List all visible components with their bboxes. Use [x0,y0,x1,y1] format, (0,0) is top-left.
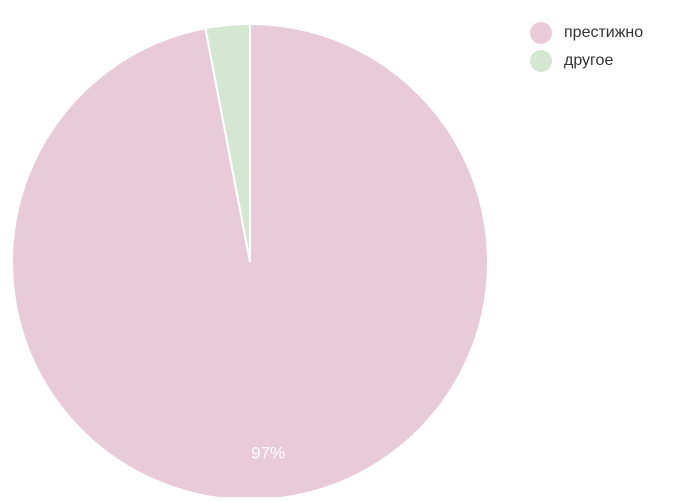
pie-slices [11,22,489,501]
legend-label-other: другое [564,52,614,69]
legend-swatch-prestigious [530,22,552,44]
legend-swatch-other [530,50,552,72]
legend-item-prestigious: престижно [530,20,643,46]
legend-item-other: другое [530,48,643,74]
pie-data-labels: 97% [251,443,285,462]
pie-data-label-prestigious: 97% [251,443,285,462]
pie-slice-other [204,22,251,263]
chart-legend: престижно другое [530,20,643,76]
legend-label-prestigious: престижно [564,24,644,41]
